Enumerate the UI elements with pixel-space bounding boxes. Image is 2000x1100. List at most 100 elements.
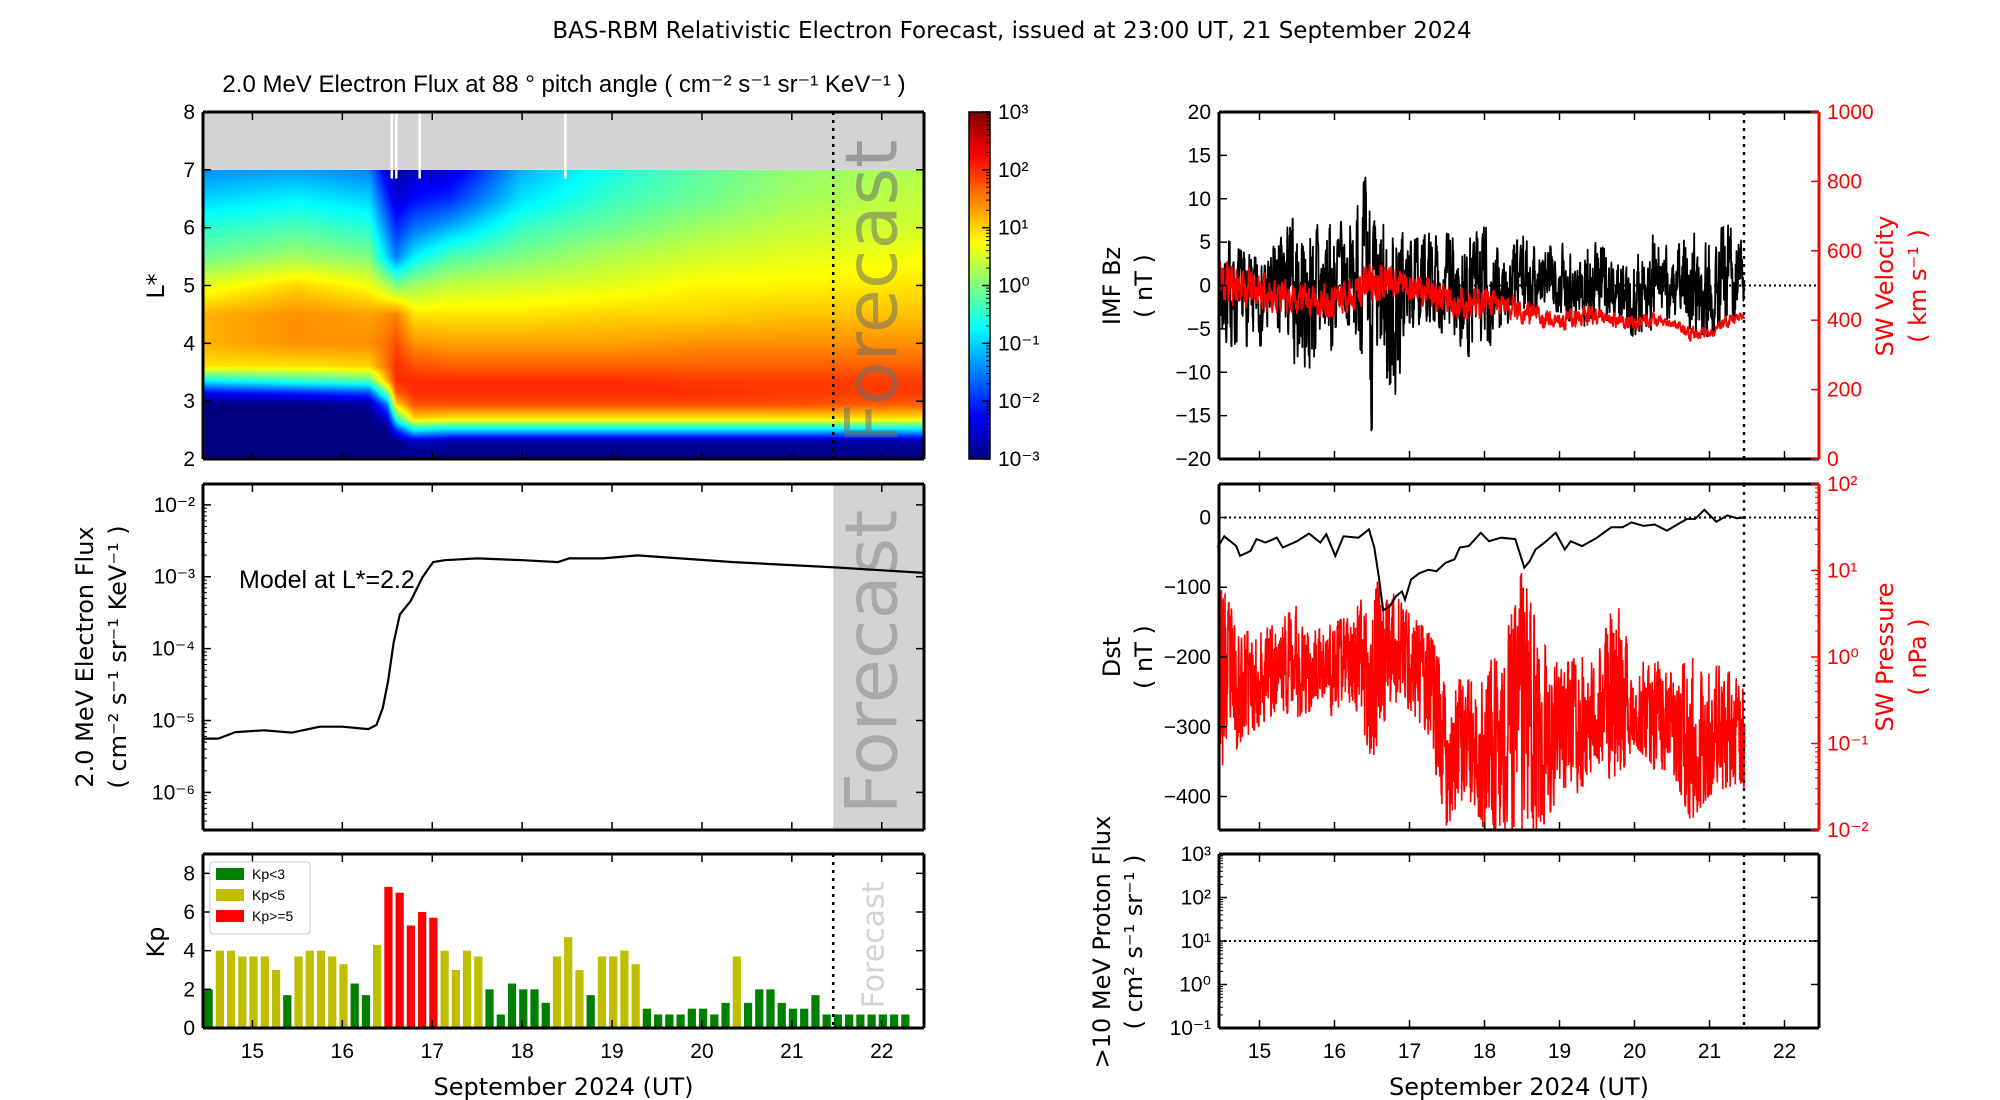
imf-bz-ytick-label: 0 xyxy=(1199,275,1211,298)
flux-ytick-label: 10⁻³ xyxy=(154,566,195,589)
kp-bar xyxy=(676,1014,685,1028)
kp-bar xyxy=(597,956,607,1028)
sw-velocity-ytick-label: 400 xyxy=(1827,309,1862,332)
flux-ytick-label: 10⁻⁶ xyxy=(152,781,195,804)
spectrogram-ytick-label: 7 xyxy=(183,159,195,182)
kp-bar xyxy=(530,989,539,1028)
forecast-label-spectrogram: Forecast xyxy=(830,140,914,445)
proton-ytick-label: 10³ xyxy=(1181,843,1211,866)
colorbar-ytick-label: 10⁻³ xyxy=(998,448,1039,471)
x-tick-label: 16 xyxy=(1323,1040,1346,1063)
dst-ytick-label: −100 xyxy=(1164,576,1211,599)
kp-bar xyxy=(406,925,416,1028)
colorbar-ytick-label: 10⁰ xyxy=(998,275,1030,298)
colorbar-ytick-label: 10¹ xyxy=(998,217,1028,240)
kp-legend-swatch xyxy=(216,889,244,901)
kp-bar xyxy=(665,1014,674,1028)
dst-y-units: ( nT ) xyxy=(1130,625,1158,689)
proton-y-label: >10 MeV Proton Flux xyxy=(1088,816,1116,1069)
sw-velocity-ytick-label: 800 xyxy=(1827,170,1862,193)
sw-pressure-ytick-label: 10⁻¹ xyxy=(1827,733,1868,756)
proton-ytick-label: 10⁰ xyxy=(1179,974,1211,997)
kp-bar xyxy=(305,950,314,1028)
kp-bar xyxy=(474,956,483,1028)
sw-velocity-y-label: SW Velocity xyxy=(1871,216,1899,357)
kp-bar xyxy=(811,995,820,1028)
x-tick-label: 17 xyxy=(421,1040,444,1063)
kp-bar xyxy=(395,892,404,1028)
x-tick-label: 18 xyxy=(510,1040,533,1063)
dst-ytick-label: −200 xyxy=(1164,646,1211,669)
imf-bz-ytick-label: −20 xyxy=(1175,448,1211,471)
kp-bar xyxy=(339,964,348,1028)
kp-bar xyxy=(822,1014,831,1028)
sw-pressure-ytick-label: 10² xyxy=(1827,473,1857,496)
kp-ytick-label: 8 xyxy=(183,862,195,885)
kp-bar xyxy=(631,964,640,1028)
kp-bar xyxy=(766,989,775,1028)
sw-pressure-ytick-label: 10¹ xyxy=(1827,560,1857,583)
kp-bar xyxy=(800,1008,809,1028)
spectrogram-ytick-label: 8 xyxy=(183,101,195,124)
sw-velocity-ytick-label: 1000 xyxy=(1827,101,1874,124)
x-tick-label: 15 xyxy=(241,1040,264,1063)
kp-ytick-label: 4 xyxy=(183,940,195,963)
colorbar-ytick-label: 10⁻¹ xyxy=(998,332,1039,355)
proton-y-units: ( cm² s⁻¹ sr⁻¹ ) xyxy=(1120,855,1148,1030)
kp-bar xyxy=(788,1008,798,1028)
colorbar-ytick-label: 10² xyxy=(998,159,1028,182)
kp-bar xyxy=(271,970,281,1028)
kp-bar xyxy=(833,1014,843,1028)
kp-bar xyxy=(507,983,517,1028)
sw-velocity-y-units: ( km s⁻¹ ) xyxy=(1904,229,1932,343)
model-annotation: Model at L*=2.2 xyxy=(239,566,415,594)
spectrogram-title: 2.0 MeV Electron Flux at 88 ° pitch angl… xyxy=(222,71,906,98)
sw-velocity-ytick-label: 200 xyxy=(1827,379,1862,402)
kp-bar xyxy=(238,956,247,1028)
kp-bar xyxy=(485,989,494,1028)
kp-bar xyxy=(226,950,236,1028)
kp-bar xyxy=(350,983,359,1028)
x-tick-label: 16 xyxy=(331,1040,354,1063)
kp-bar xyxy=(552,956,562,1028)
kp-bar xyxy=(777,1002,786,1028)
kp-ytick-label: 0 xyxy=(183,1017,195,1040)
kp-bar xyxy=(654,1014,663,1028)
kp-ytick-label: 2 xyxy=(183,978,195,1001)
kp-bar xyxy=(889,1014,899,1028)
x-tick-label: 22 xyxy=(870,1040,893,1063)
electron-flux-spectrogram xyxy=(203,170,924,459)
kp-legend-swatch xyxy=(216,868,244,880)
forecast-label-kp: Forecast xyxy=(857,881,892,1008)
imf-bz-ytick-label: −15 xyxy=(1175,405,1211,428)
kp-bar xyxy=(462,950,472,1028)
flux-ytick-label: 10⁻⁵ xyxy=(152,710,195,733)
sw-pressure-ytick-label: 10⁰ xyxy=(1827,646,1859,669)
kp-bar xyxy=(878,1014,887,1028)
imf-bz-y-label: IMF Bz xyxy=(1098,247,1126,325)
x-tick-label: 15 xyxy=(1248,1040,1271,1063)
imf-bz-ytick-label: −5 xyxy=(1187,318,1211,341)
imf-bz-ytick-label: 20 xyxy=(1188,101,1211,124)
forecast-label-flux: Forecast xyxy=(830,510,914,815)
kp-bar xyxy=(373,944,382,1028)
kp-bar xyxy=(901,1014,910,1028)
kp-bar xyxy=(496,1014,505,1028)
x-tick-label: 18 xyxy=(1473,1040,1496,1063)
x-tick-label: 17 xyxy=(1398,1040,1421,1063)
kp-bar xyxy=(586,995,595,1028)
imf-bz-ytick-label: −10 xyxy=(1175,361,1211,384)
spectrogram-ytick-label: 4 xyxy=(183,332,195,355)
figure-title: BAS-RBM Relativistic Electron Forecast, … xyxy=(552,18,1472,44)
imf-bz-ytick-label: 5 xyxy=(1199,231,1211,254)
kp-legend-label: Kp<5 xyxy=(252,887,285,903)
proton-ytick-label: 10¹ xyxy=(1181,930,1211,953)
kp-bar xyxy=(856,1014,865,1028)
kp-bar xyxy=(283,995,292,1028)
sw-pressure-y-units: ( nPa ) xyxy=(1904,618,1932,695)
imf-bz-ytick-label: 10 xyxy=(1188,188,1211,211)
kp-bar xyxy=(721,1002,730,1028)
kp-bar xyxy=(541,1002,550,1028)
sw-velocity-ytick-label: 600 xyxy=(1827,240,1862,263)
kp-bar xyxy=(609,956,618,1028)
